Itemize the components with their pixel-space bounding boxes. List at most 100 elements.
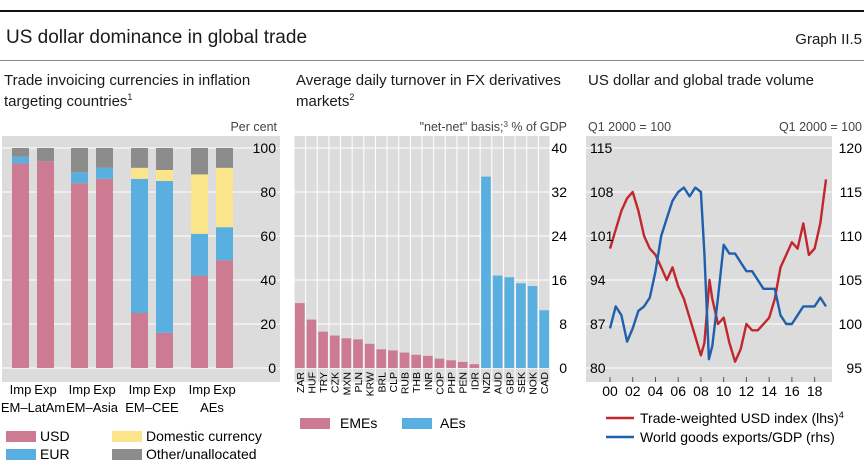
panel1-bar-domestic-currency-5 (156, 170, 173, 181)
panel3-right-ytick: 100 (839, 316, 863, 332)
graph-title: US dollar dominance in global trade (6, 27, 308, 48)
panel2-bar-gbp (504, 277, 515, 368)
panel2-bar-brl (376, 349, 387, 368)
panel1-bar-domestic-currency-4 (131, 167, 148, 179)
panel1-bar-usd-1 (37, 161, 54, 368)
panel3-left-ytick: 80 (590, 360, 606, 376)
panel1-bar-eur-3 (96, 167, 113, 179)
legend-label-domestic: Domestic currency (146, 428, 262, 444)
panel2-bar-pln (353, 339, 363, 368)
panel2-bar-thb (411, 354, 421, 368)
panel1-bar-label: Imp (10, 382, 32, 397)
panel1-bar-usd-3 (96, 178, 113, 368)
panel1-bar-label: Imp (69, 382, 91, 397)
legend-label-usd: USD (40, 428, 70, 444)
panel3-left-ytick: 108 (590, 184, 614, 200)
panel1-legend: USD EUR Domestic currency Other/unalloca… (6, 428, 262, 462)
panel3-right-ytick: 120 (839, 140, 863, 156)
title-rule (0, 60, 864, 61)
panel2-bar-nok (527, 286, 538, 368)
panel1-bar-eur-0 (12, 156, 29, 164)
panel1-bar-usd-7 (216, 260, 233, 368)
panel2-unit-label: "net-net" basis;3 % of GDP (420, 120, 567, 134)
panel2-legend: EMEs AEs (300, 415, 466, 431)
panel2-bar-nzd (481, 176, 491, 368)
panel1-ytick: 40 (260, 272, 276, 288)
panel2-ytick: 40 (551, 140, 567, 156)
panel2-category-label: MXN (341, 372, 353, 395)
panel2-category-label: COP (434, 372, 446, 395)
panel2-ytick: 8 (559, 316, 567, 332)
panel2-category-label: CLP (388, 372, 400, 392)
panel2-bar-inr (423, 355, 433, 368)
panel1-bar-other-unallocated-7 (216, 148, 233, 168)
graph-id: Graph II.5 (795, 31, 862, 48)
top-rule (0, 10, 864, 12)
panel2-category-label: RUB (400, 372, 412, 394)
panel1-bar-other-unallocated-4 (131, 148, 148, 168)
panel1-group-label: AEs (200, 400, 224, 415)
panel3-right-axis-label: Q1 2000 = 100 (779, 120, 862, 134)
legend-label-aes: AEs (440, 415, 466, 431)
panel2-ytick: 24 (551, 228, 567, 244)
panel2-ytick: 16 (551, 272, 567, 288)
panel1-title: Trade invoicing currencies in inflation … (4, 72, 251, 110)
panel3-xtick: 18 (807, 383, 823, 399)
legend-label-usd-index: Trade-weighted USD index (lhs)4 (640, 410, 844, 426)
panel2-category-label: NOK (528, 372, 540, 395)
panel2-category-label: GBP (504, 372, 516, 394)
panel2-bar-zar (295, 303, 305, 368)
panel3-right-ytick: 95 (846, 360, 862, 376)
panel2-category-label: PEN (458, 372, 470, 394)
panel3-left-axis-label: Q1 2000 = 100 (588, 120, 671, 134)
panel2-category-label: KRW (365, 372, 377, 396)
panel2-bar-mxn (341, 338, 352, 368)
panel1-bar-other-unallocated-6 (191, 148, 208, 175)
panel2-bar-clp (388, 350, 398, 368)
panel1-bar-usd-0 (12, 163, 29, 368)
panel1-bar-label: Exp (93, 382, 115, 397)
panel3-line-usd-index (608, 179, 828, 363)
panel2-category-label: IDR (469, 372, 481, 391)
panel3-right-ytick: 110 (840, 228, 863, 244)
panel1-bar-domestic-currency-6 (191, 174, 208, 234)
panel1-bar-usd-5 (156, 332, 173, 368)
panel1-bar-eur-4 (131, 178, 148, 313)
panel1-bar-usd-4 (131, 313, 148, 368)
panel2-category-label: THB (411, 372, 423, 393)
panel2-bar-aud (492, 275, 503, 368)
panel2-category-label: HUF (306, 372, 318, 394)
panel3-xtick: 12 (739, 383, 755, 399)
panel2-bar-rub (399, 352, 410, 368)
panel2-bar-try (318, 331, 328, 368)
panel2-category-label: TRY (318, 372, 330, 393)
panel1-bar-eur-6 (191, 233, 208, 276)
legend-swatch-other (112, 449, 142, 460)
panel1-ytick: 0 (268, 360, 276, 376)
panel1-bar-other-unallocated-2 (71, 148, 88, 173)
panel2-bar-pen (457, 361, 468, 368)
panel2-bar-cop (434, 358, 445, 368)
legend-swatch-domestic (112, 431, 142, 442)
panel1-bar-usd-2 (71, 183, 88, 368)
panel3-xtick: 06 (670, 383, 686, 399)
panel1-ytick: 60 (260, 228, 276, 244)
panel1-bar-label: Exp (153, 382, 175, 397)
panel1-group-label: EM–LatAm (1, 400, 65, 415)
legend-swatch-usd (6, 431, 36, 442)
panel1-ytick: 100 (253, 140, 277, 156)
panel2-category-label: ZAR (295, 372, 307, 393)
panel2-bar-sek (516, 283, 526, 368)
panel1-bar-label: Imp (189, 382, 211, 397)
panel3-xtick: 16 (784, 383, 800, 399)
panel1-bar-label: Exp (34, 382, 56, 397)
panel2-category-label: PLN (353, 372, 365, 392)
panel1-bar-eur-5 (156, 181, 173, 333)
panel2-ytick: 0 (559, 360, 567, 376)
panel3-right-ytick: 115 (840, 184, 863, 200)
panel3-xtick: 08 (693, 383, 709, 399)
panel1-bar-label: Exp (213, 382, 235, 397)
panel2-category-label: CZK (330, 372, 342, 393)
panel2-category-label: NZD (481, 372, 493, 394)
